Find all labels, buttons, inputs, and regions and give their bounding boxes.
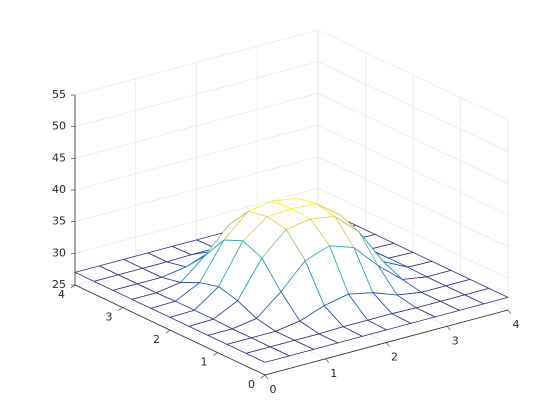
y-tick — [118, 307, 123, 311]
x-tick-label: 4 — [513, 318, 520, 331]
y-tick — [70, 284, 76, 289]
mesh-cell — [245, 346, 290, 363]
x-tick-label: 3 — [452, 334, 459, 347]
z-tick-label: 35 — [52, 215, 66, 228]
z-tick-label: 25 — [52, 278, 66, 291]
z-tick-label: 40 — [52, 183, 66, 196]
x-tick-label: 2 — [391, 351, 398, 364]
x-tick-label: 0 — [270, 383, 277, 396]
grid-line — [317, 61, 509, 152]
grid-line — [317, 124, 509, 216]
y-tick-label: 1 — [201, 356, 208, 369]
y-tick — [260, 374, 266, 379]
y-tick — [213, 352, 218, 356]
x-tick — [386, 342, 390, 347]
x-tick-label: 1 — [330, 367, 337, 380]
y-tick-label: 3 — [106, 311, 113, 324]
y-tick-label: 2 — [153, 333, 160, 346]
grid-line — [317, 93, 509, 184]
y-tick — [165, 329, 171, 334]
grid-line — [74, 124, 319, 191]
x-tick — [264, 374, 269, 380]
grid-line — [74, 156, 319, 222]
grid-line — [317, 188, 509, 279]
z-tick-label: 50 — [52, 120, 66, 133]
grid-line — [74, 61, 319, 127]
y-tick-label: 4 — [58, 288, 65, 301]
y-tick-label: 0 — [248, 378, 255, 391]
grid-line — [74, 93, 319, 159]
z-tick-label: 45 — [52, 151, 66, 164]
grid-line — [317, 29, 509, 121]
grid-line — [74, 188, 319, 254]
z-tick-label: 55 — [52, 88, 66, 101]
x-tick — [325, 358, 329, 363]
x-tick — [447, 326, 451, 331]
z-tick-label: 30 — [52, 246, 66, 259]
grid-line — [74, 29, 319, 96]
x-tick — [507, 309, 512, 315]
grid-line — [317, 156, 509, 247]
